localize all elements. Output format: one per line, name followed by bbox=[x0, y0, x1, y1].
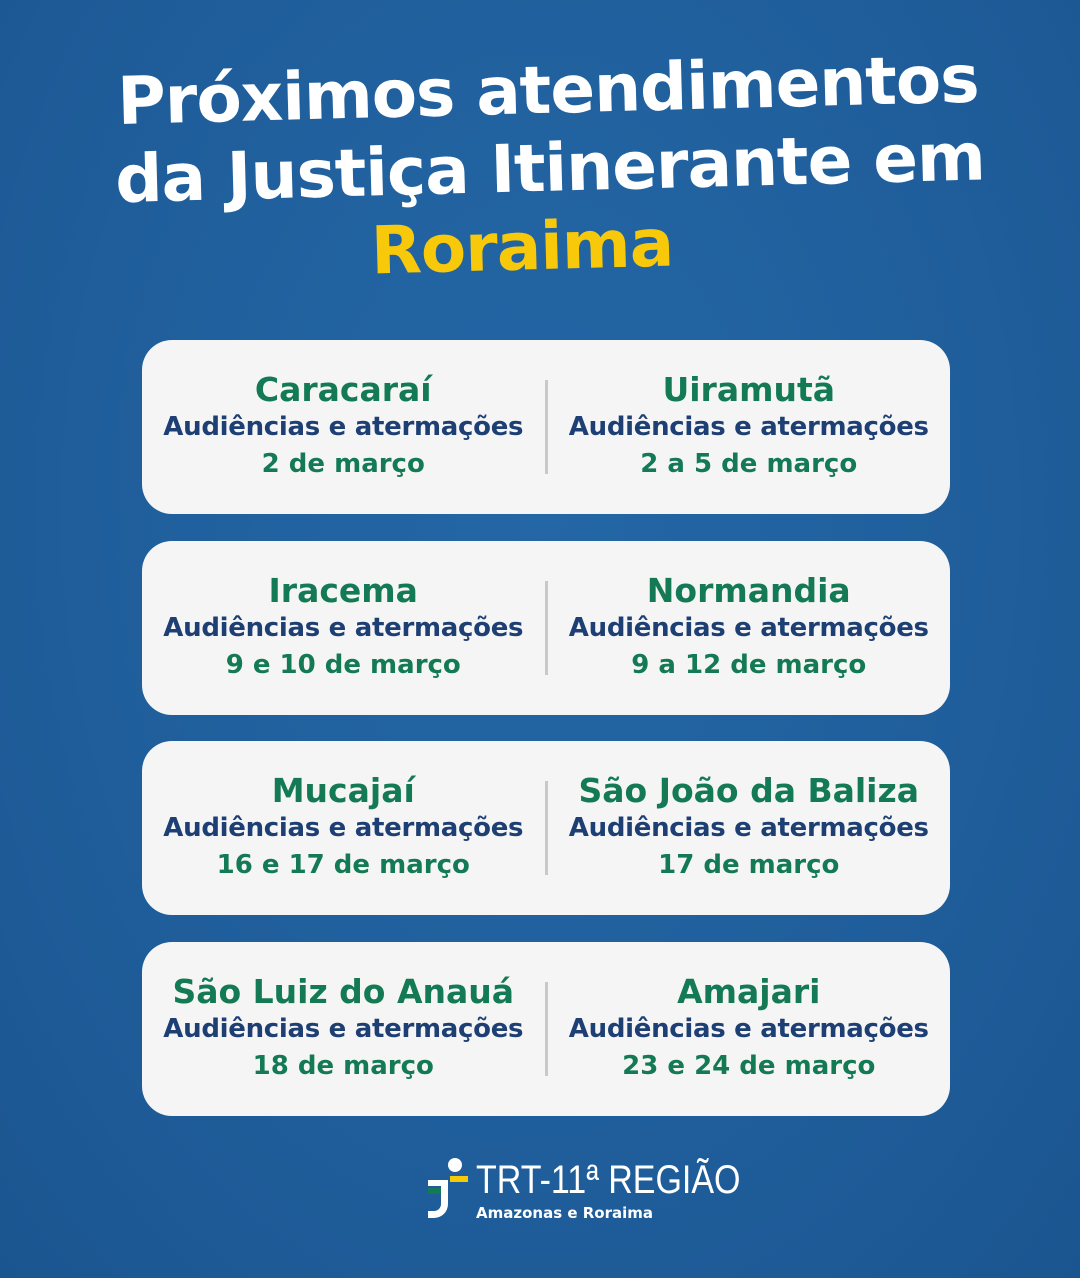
city-name: São Luiz do Anauá bbox=[172, 972, 515, 1011]
schedule-date: 17 de março bbox=[658, 850, 840, 880]
schedule-entry: Mucajaí Audiências e atermações 16 e 17 de… bbox=[142, 772, 545, 884]
divider bbox=[544, 380, 548, 474]
schedule-entry: São João da Baliza Audiências e atermaçõe… bbox=[548, 772, 951, 884]
divider bbox=[544, 781, 548, 875]
activity-label: Audiências e atermações bbox=[163, 613, 524, 643]
schedule-card: Iracema Audiências e atermações 9 e 10 de … bbox=[142, 541, 950, 715]
city-name: Caracaraí bbox=[254, 370, 432, 409]
activity-label: Audiências e atermações bbox=[568, 1014, 929, 1044]
logo-name: TRT-11ª REGIÃO bbox=[476, 1158, 741, 1202]
logo-subtitle: Amazonas e Roraima bbox=[476, 1204, 654, 1222]
page-title: Próximos atendimentos da Justiça Itinera… bbox=[57, 39, 1023, 298]
divider bbox=[544, 982, 548, 1076]
trt-logo: TRT-11ª REGIÃO Amazonas e Roraima bbox=[424, 1158, 787, 1224]
schedule-entry: Iracema Audiências e atermações 9 e 10 de … bbox=[142, 572, 545, 684]
schedule-entry: Uiramutã Audiências e atermações 2 a 5 de … bbox=[548, 371, 951, 483]
trt-logo-icon bbox=[424, 1158, 470, 1224]
schedule-entry: São Luiz do Anauá Audiências e atermações… bbox=[142, 973, 545, 1085]
schedule-card: Mucajaí Audiências e atermações 16 e 17 de… bbox=[142, 741, 950, 915]
schedule-card: Caracaraí Audiências e atermações 2 de mar… bbox=[142, 340, 950, 514]
city-name: Iracema bbox=[268, 571, 418, 610]
city-name: Mucajaí bbox=[271, 771, 415, 810]
city-name: São João da Baliza bbox=[578, 771, 919, 810]
schedule-date: 9 e 10 de março bbox=[225, 650, 461, 680]
city-name: Normandia bbox=[646, 571, 851, 610]
schedule-entry: Normandia Audiências e atermações 9 a 12 d… bbox=[548, 572, 951, 684]
city-name: Amajari bbox=[677, 972, 821, 1011]
schedule-entry: Caracaraí Audiências e atermações 2 de mar… bbox=[142, 371, 545, 483]
schedule-date: 2 de março bbox=[261, 449, 425, 479]
schedule-date: 9 a 12 de março bbox=[631, 650, 867, 680]
city-name: Uiramutã bbox=[662, 370, 836, 409]
schedule-date: 23 e 24 de março bbox=[622, 1051, 876, 1081]
schedule-date: 18 de março bbox=[252, 1051, 434, 1081]
divider bbox=[544, 581, 548, 675]
activity-label: Audiências e atermações bbox=[163, 1014, 524, 1044]
activity-label: Audiências e atermações bbox=[163, 412, 524, 442]
schedule-card: São Luiz do Anauá Audiências e atermações… bbox=[142, 942, 950, 1116]
activity-label: Audiências e atermações bbox=[568, 813, 929, 843]
schedule-entry: Amajari Audiências e atermações 23 e 24 de… bbox=[548, 973, 951, 1085]
activity-label: Audiências e atermações bbox=[568, 613, 929, 643]
activity-label: Audiências e atermações bbox=[163, 813, 524, 843]
activity-label: Audiências e atermações bbox=[568, 412, 929, 442]
schedule-date: 2 a 5 de março bbox=[640, 449, 858, 479]
schedule-date: 16 e 17 de março bbox=[216, 850, 470, 880]
